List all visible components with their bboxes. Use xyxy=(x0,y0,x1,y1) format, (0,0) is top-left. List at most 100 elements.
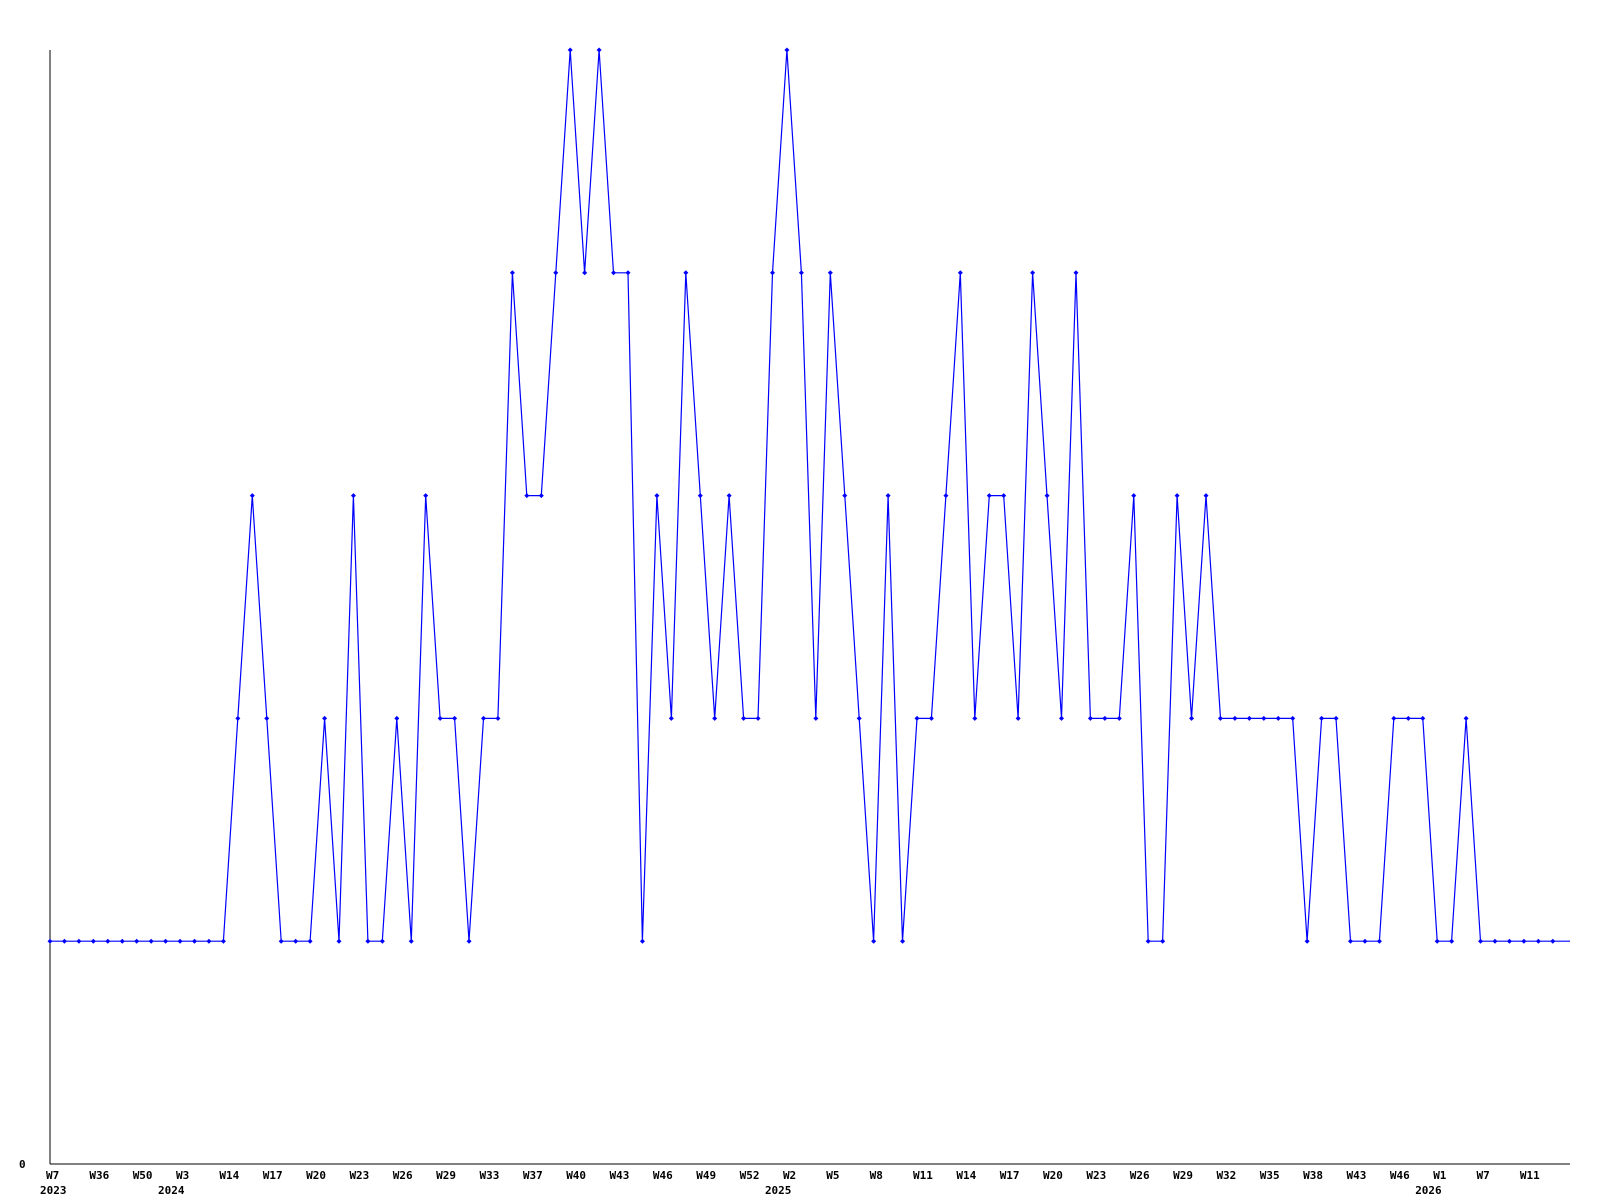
data-point xyxy=(1232,715,1238,721)
data-point xyxy=(567,47,573,53)
data-point xyxy=(452,715,458,721)
x-tick-label: W40 xyxy=(566,1169,586,1182)
x-year-label: 2026 xyxy=(1415,1184,1442,1197)
x-tick-label: W52 xyxy=(740,1169,760,1182)
data-point xyxy=(163,938,169,944)
data-point xyxy=(712,715,718,721)
data-point xyxy=(235,715,241,721)
data-point xyxy=(1015,715,1021,721)
x-tick-label: W26 xyxy=(1130,1169,1150,1182)
data-point xyxy=(1275,715,1281,721)
x-tick-label: W2 xyxy=(783,1169,796,1182)
data-point xyxy=(90,938,96,944)
x-year-label: 2023 xyxy=(40,1184,67,1197)
data-point xyxy=(538,493,544,499)
data-point xyxy=(1333,715,1339,721)
data-point xyxy=(1391,715,1397,721)
data-point xyxy=(871,938,877,944)
data-point xyxy=(466,938,472,944)
data-point xyxy=(726,493,732,499)
data-point xyxy=(1261,715,1267,721)
data-point xyxy=(1116,715,1122,721)
data-point xyxy=(379,938,385,944)
data-point xyxy=(408,938,414,944)
x-tick-label: W43 xyxy=(610,1169,630,1182)
data-point xyxy=(1174,493,1180,499)
data-point xyxy=(206,938,212,944)
data-point xyxy=(394,715,400,721)
x-tick-label: W14 xyxy=(219,1169,239,1182)
data-point xyxy=(1420,715,1426,721)
x-tick-label: W17 xyxy=(263,1169,283,1182)
data-point xyxy=(784,47,790,53)
data-point xyxy=(1203,493,1209,499)
data-point xyxy=(177,938,183,944)
data-point xyxy=(1405,715,1411,721)
data-point xyxy=(1434,938,1440,944)
data-point xyxy=(654,493,660,499)
data-point xyxy=(1492,938,1498,944)
data-point xyxy=(47,938,53,944)
data-point xyxy=(148,938,154,944)
data-point xyxy=(611,270,617,276)
data-point xyxy=(697,493,703,499)
x-tick-label: W26 xyxy=(393,1169,413,1182)
data-point xyxy=(553,270,559,276)
data-point xyxy=(336,938,342,944)
data-point xyxy=(856,715,862,721)
data-point xyxy=(220,938,226,944)
data-point xyxy=(1059,715,1064,721)
data-point xyxy=(798,270,804,276)
data-point xyxy=(1550,938,1556,944)
x-tick-label: W36 xyxy=(89,1169,109,1182)
x-tick-label: W17 xyxy=(1000,1169,1020,1182)
x-tick-label: W29 xyxy=(436,1169,456,1182)
data-point xyxy=(1304,938,1310,944)
data-point xyxy=(1506,938,1512,944)
x-tick-label: W7 xyxy=(1477,1169,1490,1182)
data-point xyxy=(596,47,602,53)
data-point xyxy=(509,270,515,276)
x-tick-label: W7 xyxy=(46,1169,59,1182)
data-point xyxy=(293,938,299,944)
data-point xyxy=(827,270,833,276)
data-point xyxy=(668,715,674,721)
x-tick-label: W11 xyxy=(1520,1169,1540,1182)
data-point xyxy=(495,715,501,721)
data-point xyxy=(105,938,111,944)
data-point xyxy=(278,938,284,944)
data-point xyxy=(1246,715,1252,721)
x-tick-label: W46 xyxy=(1390,1169,1410,1182)
data-point xyxy=(770,270,775,276)
data-point xyxy=(900,938,906,944)
data-point xyxy=(943,493,949,499)
data-point xyxy=(1131,493,1137,499)
data-point xyxy=(119,938,125,944)
x-year-label: 2024 xyxy=(158,1184,185,1197)
x-tick-label: W49 xyxy=(696,1169,716,1182)
data-point xyxy=(1160,938,1166,944)
x-tick-label: W37 xyxy=(523,1169,543,1182)
data-point xyxy=(1217,715,1223,721)
data-point xyxy=(264,715,270,721)
data-point xyxy=(1449,938,1455,944)
data-point xyxy=(76,938,82,944)
data-point xyxy=(582,270,588,276)
data-point xyxy=(741,715,747,721)
x-tick-label: W20 xyxy=(306,1169,326,1182)
data-point xyxy=(524,493,530,499)
data-point xyxy=(322,715,328,721)
data-point xyxy=(192,938,197,944)
x-tick-label: W46 xyxy=(653,1169,673,1182)
x-tick-label: W23 xyxy=(349,1169,369,1182)
data-point xyxy=(1362,938,1368,944)
data-point xyxy=(625,270,631,276)
data-point xyxy=(1145,938,1151,944)
x-tick-label: W32 xyxy=(1216,1169,1236,1182)
data-markers xyxy=(47,47,1556,944)
data-point xyxy=(755,715,761,721)
data-point xyxy=(249,493,255,499)
data-point xyxy=(1463,715,1469,721)
data-point xyxy=(1030,270,1036,276)
x-tick-label: W20 xyxy=(1043,1169,1063,1182)
